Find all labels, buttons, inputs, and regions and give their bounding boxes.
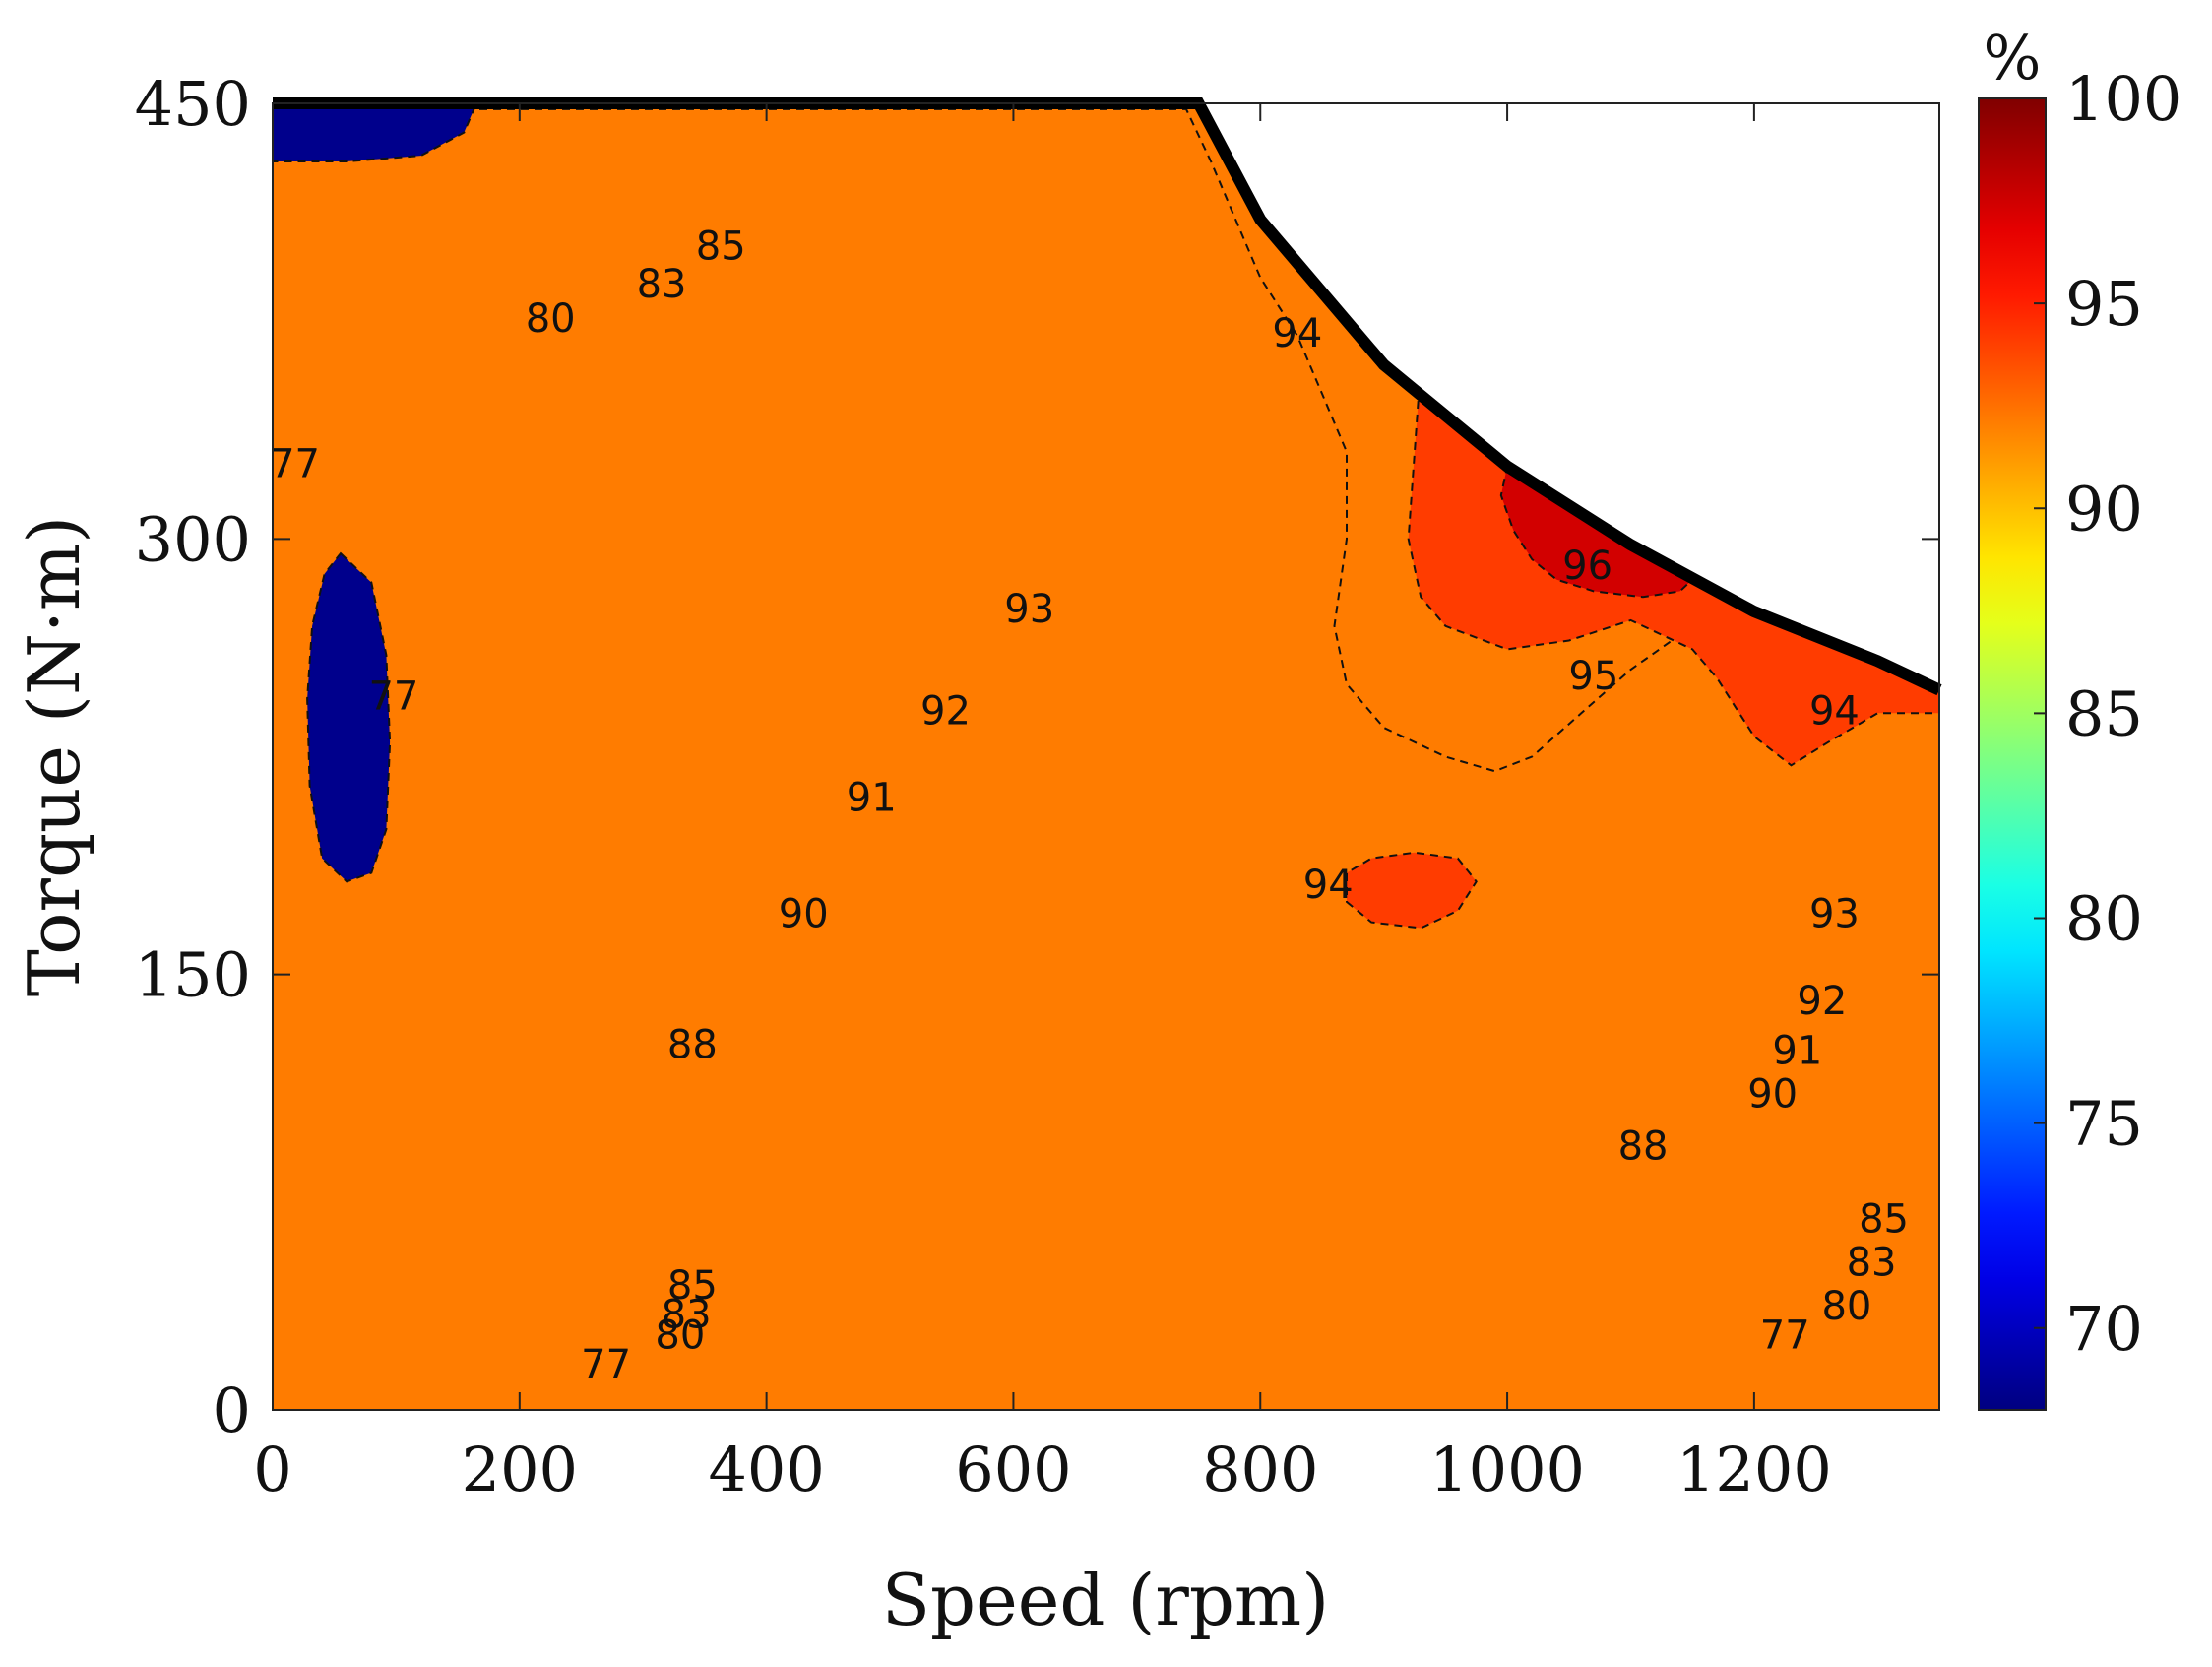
contour-label-85-10: 85 [696, 224, 746, 269]
x-axis-ticks: 0 200 400 600 800 1000 1200 [253, 103, 1832, 1506]
colorbar-tick-label: 90 [2065, 473, 2143, 545]
contour-label-94-25: 94 [1809, 688, 1860, 734]
contour-label-90-16: 90 [1747, 1072, 1798, 1118]
contour-label-77-2: 77 [581, 1342, 631, 1387]
contour-label-77-1: 77 [368, 674, 418, 720]
contour-label-92-20: 92 [1797, 979, 1847, 1024]
contour-label-94-23: 94 [1272, 311, 1322, 356]
y-axis-title: Torque (N·m) [13, 516, 95, 997]
contour-region-94-10 [1346, 851, 1478, 930]
colorbar [1978, 97, 2047, 1411]
contour-label-94-24: 94 [1303, 863, 1354, 908]
contour-label-85-11: 85 [667, 1263, 718, 1309]
colorbar-unit: % [1984, 22, 2042, 94]
colorbar-tick-label: 75 [2065, 1088, 2143, 1160]
contour-label-88-14: 88 [1618, 1124, 1669, 1170]
contour-label-85-12: 85 [1859, 1196, 1909, 1242]
contour-label-77-0: 77 [270, 442, 320, 487]
colorbar-tick-label: 95 [2065, 268, 2143, 340]
x-tick-label: 400 [708, 1434, 824, 1506]
y-tick-label: 0 [213, 1375, 251, 1446]
contour-label-93-22: 93 [1809, 892, 1860, 937]
y-tick-label: 450 [135, 68, 251, 140]
contour-label-83-7: 83 [637, 262, 687, 307]
x-tick-label: 200 [462, 1434, 578, 1506]
x-tick-label: 600 [955, 1434, 1071, 1506]
torque-limit-curve [273, 97, 1942, 696]
contour-label-93-21: 93 [1004, 587, 1054, 632]
contour-label-95-26: 95 [1568, 654, 1618, 699]
plot-frame [272, 102, 1940, 1411]
contour-label-80-4: 80 [526, 296, 576, 342]
x-tick-label: 1000 [1429, 1434, 1585, 1506]
contour-label-80-5: 80 [655, 1313, 705, 1358]
x-axis-title: Speed (rpm) [882, 1559, 1330, 1641]
contour-label-91-17: 91 [847, 776, 897, 821]
contour-region-68-11 [273, 103, 477, 162]
x-tick-label: 800 [1202, 1434, 1318, 1506]
contour-label-91-18: 91 [1772, 1028, 1822, 1073]
contour-label-90-15: 90 [779, 892, 829, 937]
y-tick-label: 300 [135, 503, 251, 575]
contour-regions [273, 103, 1939, 1410]
infeasible-region [273, 103, 1939, 690]
colorbar-ticks: 70 75 80 85 90 95 100 [2034, 63, 2181, 1365]
y-tick-label: 150 [135, 939, 251, 1011]
contour-label-92-19: 92 [920, 688, 971, 734]
contour-label-80-6: 80 [1821, 1284, 1871, 1329]
contour-label-96-27: 96 [1562, 544, 1612, 589]
colorbar-tick-label: 100 [2065, 63, 2181, 135]
colorbar-tick-label: 70 [2065, 1293, 2143, 1365]
contour-label-88-13: 88 [667, 1022, 718, 1067]
infeasible-area [273, 103, 1939, 690]
x-tick-label: 0 [253, 1434, 291, 1506]
contour-label-group: 7777777780808083838385858588889090919192… [270, 224, 1909, 1386]
contour-region-68-12 [306, 551, 392, 883]
contour-label-83-9: 83 [1847, 1241, 1897, 1286]
contour-label-77-3: 77 [1760, 1313, 1810, 1358]
colorbar-tick-label: 85 [2065, 677, 2143, 749]
y-axis-ticks: 0 150 300 450 [135, 68, 1939, 1446]
x-tick-label: 1200 [1676, 1434, 1832, 1506]
contour-label-83-8: 83 [662, 1293, 712, 1338]
colorbar-tick-label: 80 [2065, 883, 2143, 955]
